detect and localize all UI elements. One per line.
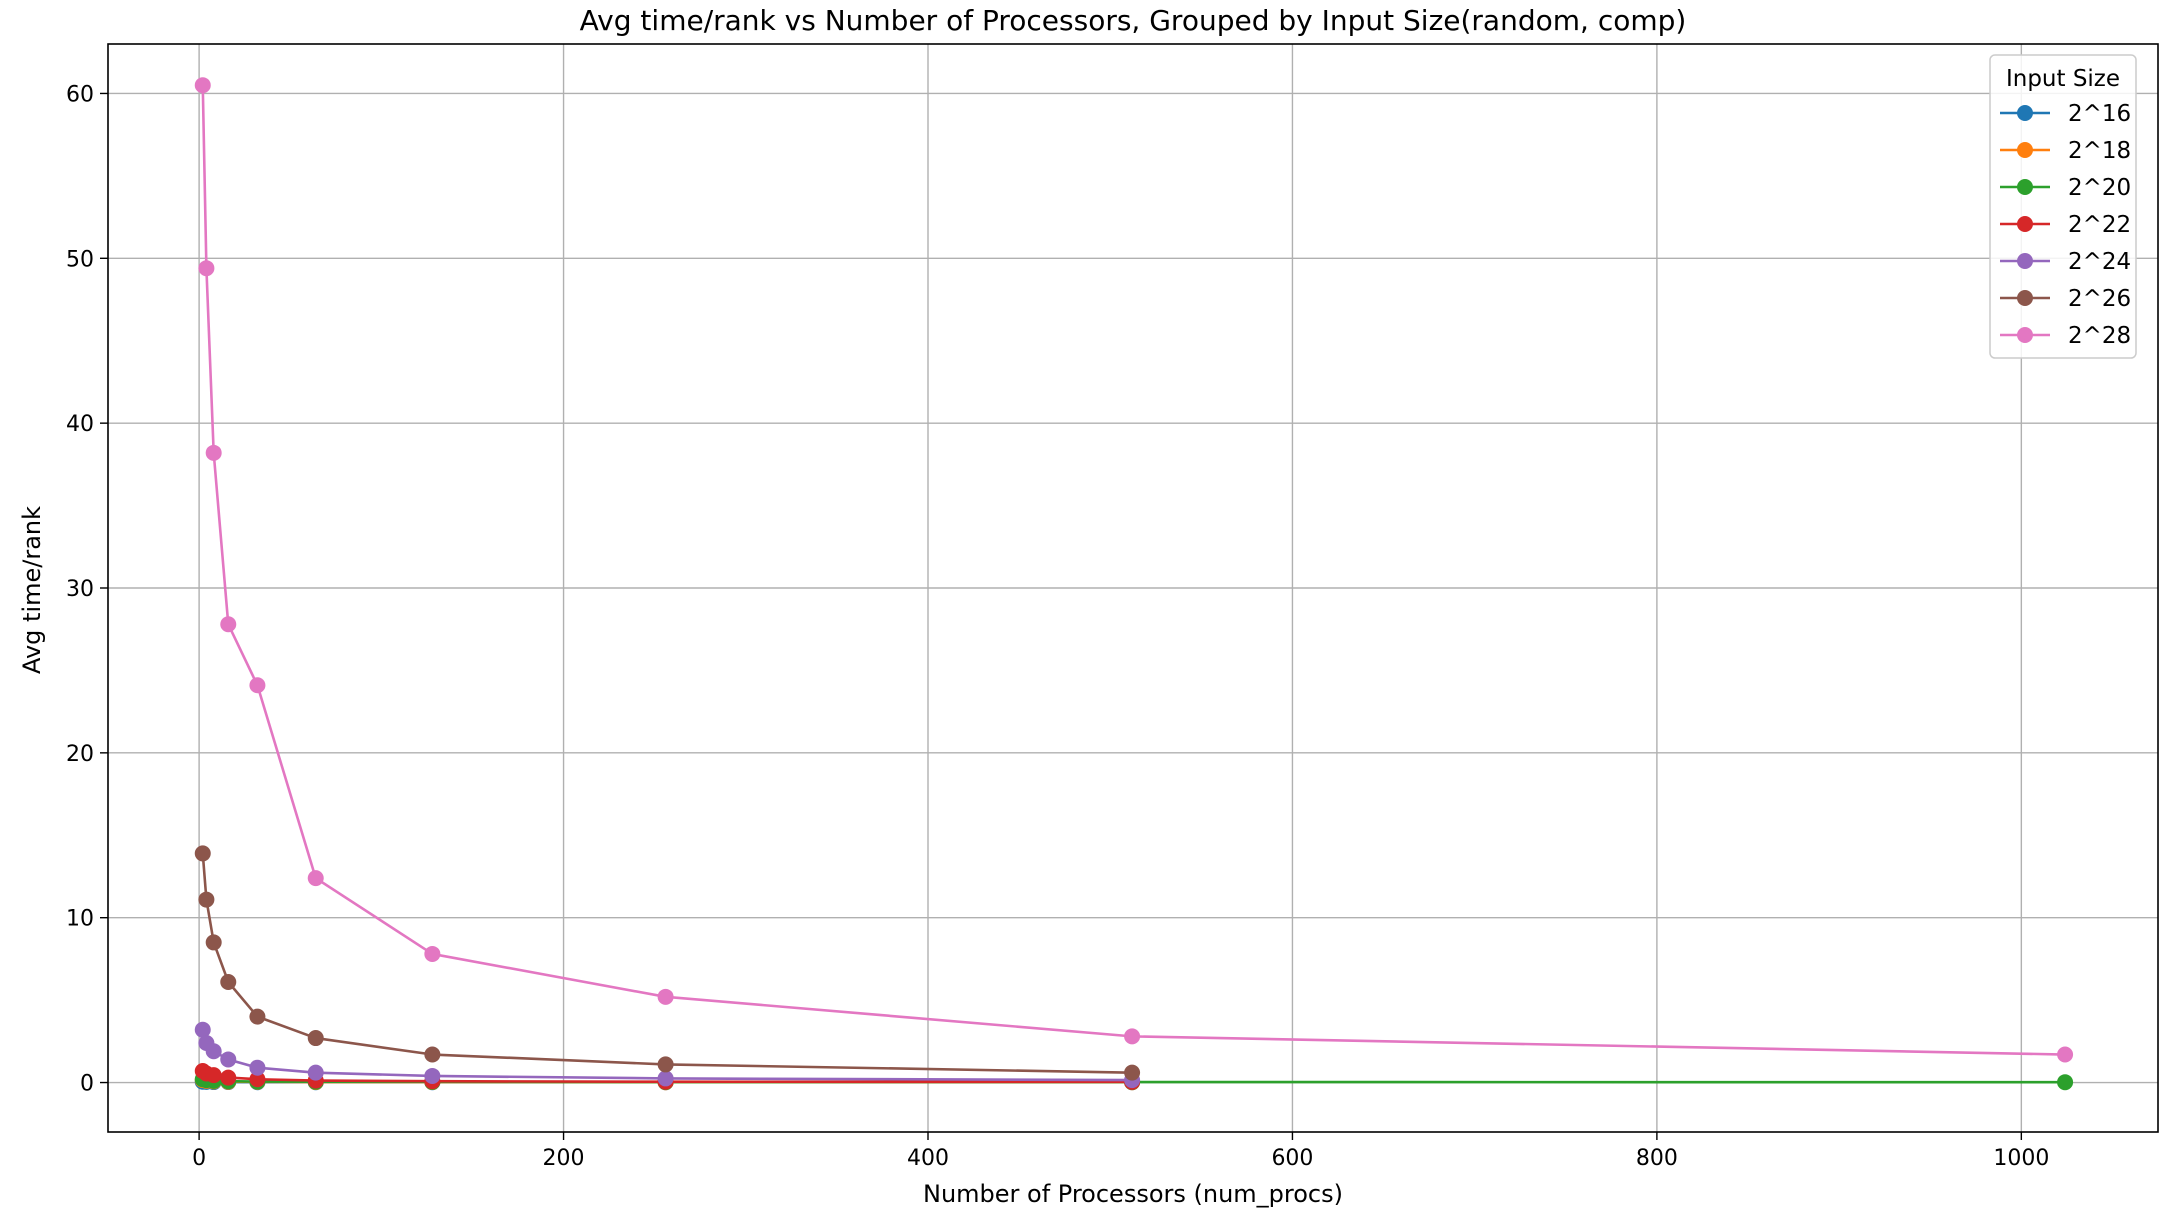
data-point [205,934,222,951]
data-point [194,845,211,862]
data-point [220,1051,237,1068]
series-line [201,85,2066,1056]
data-point [424,1067,441,1084]
data-point [249,1071,266,1088]
legend-label: 2^24 [2068,249,2131,275]
legend-label: 2^20 [2068,175,2131,201]
x-axis-label: Number of Processors (num_procs) [923,1180,1343,1208]
series-2-24 [194,1021,1141,1089]
data-point [1124,1028,1141,1045]
legend-entry: 2^16 [2000,101,2131,127]
legend-entry: 2^26 [2000,286,2131,312]
legend-title: Input Size [2006,66,2120,92]
y-tick-label: 20 [66,742,94,767]
y-tick-label: 50 [66,247,94,272]
data-point [657,1056,674,1073]
data-point [205,1043,222,1060]
data-point [198,260,215,277]
data-point [424,1046,441,1063]
data-point [198,891,215,908]
data-point [2057,1046,2074,1063]
data-point [2057,1074,2074,1091]
data-point [1124,1064,1141,1081]
legend-entry: 2^24 [2000,249,2131,275]
legend-entry: 2^22 [2000,212,2131,238]
legend-marker [2017,179,2033,195]
legend-entry: 2^18 [2000,138,2131,164]
y-tick-label: 60 [66,82,94,107]
x-tick-label: 400 [907,1146,949,1171]
data-point [249,1008,266,1025]
legend-entry: 2^28 [2000,323,2131,349]
data-point [205,444,222,461]
legend-label: 2^22 [2068,212,2131,238]
x-axis: 0 200 400 600 800 1000 [192,1132,2049,1171]
data-point [307,1030,324,1047]
x-tick-label: 600 [1271,1146,1313,1171]
legend-label: 2^28 [2068,323,2131,349]
x-tick-label: 1000 [1993,1146,2049,1171]
legend-marker [2017,290,2033,306]
plot-series [194,77,2074,1091]
data-point [249,1059,266,1076]
data-point [194,1021,211,1038]
data-point [220,973,237,990]
data-point [424,945,441,962]
data-point [249,677,266,694]
x-tick-label: 800 [1636,1146,1678,1171]
legend-box [1989,54,2137,359]
legend-marker [2017,253,2033,269]
legend-marker [2017,216,2033,232]
legend-marker [2017,105,2033,121]
legend: Input Size 2^16 2^18 2^20 2^22 2^24 2^26 2^28 [1989,54,2137,359]
x-tick-label: 0 [192,1146,206,1171]
data-point [220,616,237,633]
series-2-26 [194,845,1141,1081]
y-tick-label: 0 [80,1072,94,1097]
legend-marker [2017,142,2033,158]
chart-title: Avg time/rank vs Number of Processors, G… [580,4,1687,37]
y-tick-label: 40 [66,412,94,437]
data-point [657,1070,674,1087]
series-2-28 [194,77,2074,1063]
y-tick-label: 30 [66,577,94,602]
legend-label: 2^18 [2068,138,2131,164]
data-point [220,1069,237,1086]
legend-label: 2^16 [2068,101,2131,127]
y-tick-label: 10 [66,907,94,932]
legend-marker [2017,327,2033,343]
legend-label: 2^26 [2068,286,2131,312]
data-point [205,1067,222,1084]
data-point [657,988,674,1005]
data-point [307,870,324,887]
x-tick-label: 200 [543,1146,585,1171]
legend-entry: 2^20 [2000,175,2131,201]
y-axis-label: Avg time/rank [18,506,46,674]
y-axis: 0 10 20 30 40 50 60 [66,82,108,1097]
data-point [194,77,211,94]
data-point [307,1064,324,1081]
